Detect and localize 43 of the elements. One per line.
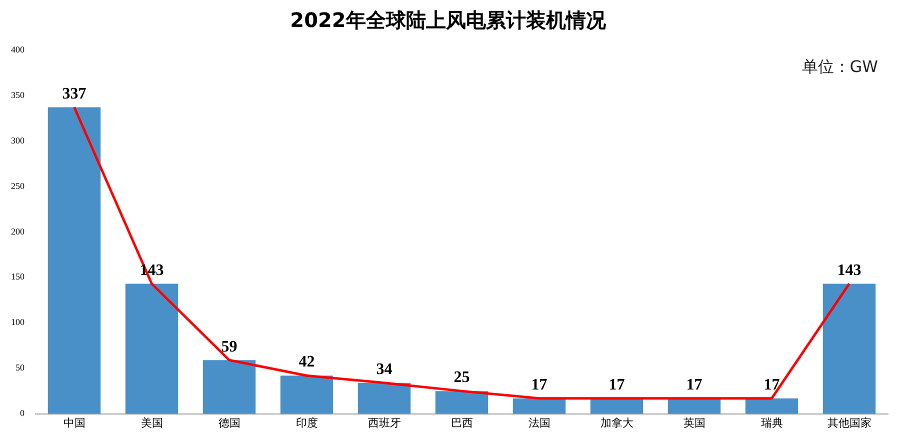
- bar: [48, 107, 101, 414]
- chart-title: 2022年全球陆上风电累计装机情况: [290, 8, 607, 32]
- x-tick-label: 其他国家: [827, 416, 872, 430]
- y-tick-label: 50: [16, 362, 25, 373]
- x-tick-label: 加拿大: [600, 416, 634, 430]
- bar: [745, 398, 798, 414]
- data-label: 143: [837, 262, 862, 279]
- bar: [280, 376, 334, 414]
- y-tick-label: 300: [11, 135, 25, 146]
- y-tick-label: 150: [11, 272, 25, 282]
- x-tick-label: 德国: [218, 416, 240, 430]
- x-tick-label: 法国: [528, 416, 550, 430]
- data-label: 17: [531, 376, 548, 394]
- y-tick-label: 0: [20, 408, 25, 418]
- x-tick-label: 巴西: [450, 416, 473, 430]
- x-tick-label: 美国: [140, 416, 163, 430]
- bar: [125, 284, 178, 414]
- data-label: 34: [376, 361, 392, 378]
- data-label: 59: [221, 338, 238, 356]
- data-label: 25: [454, 369, 470, 386]
- y-tick-label: 100: [11, 317, 25, 328]
- x-tick-label: 中国: [63, 416, 86, 430]
- x-tick-label: 英国: [683, 416, 706, 430]
- data-label: 17: [764, 376, 780, 394]
- data-label: 17: [608, 376, 625, 394]
- bar: [668, 398, 721, 414]
- data-label: 17: [686, 376, 702, 394]
- bar: [512, 398, 566, 414]
- data-label: 337: [62, 85, 86, 102]
- x-tick-label: 西班牙: [368, 416, 401, 430]
- x-tick-label: 瑞典: [760, 416, 783, 430]
- y-tick-label: 350: [11, 90, 25, 100]
- y-tick-label: 400: [11, 44, 25, 54]
- bar: [202, 360, 256, 414]
- annotation: 单位：GW: [802, 57, 878, 76]
- x-tick-label: 印度: [296, 416, 318, 430]
- y-tick-label: 250: [11, 180, 25, 191]
- bar: [435, 391, 488, 414]
- data-label: 42: [298, 354, 315, 371]
- bar: [822, 284, 876, 414]
- bar: [590, 398, 644, 414]
- bar: [358, 382, 411, 414]
- y-tick-label: 200: [11, 226, 25, 236]
